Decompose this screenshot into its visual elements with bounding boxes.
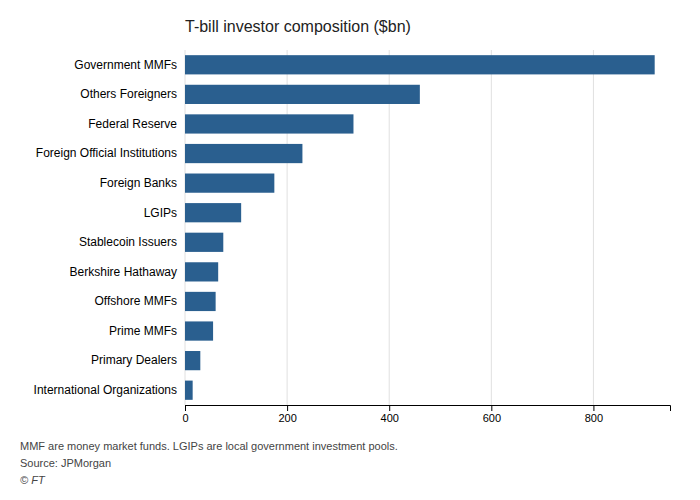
chart-container: 0 200 400 600 800 International Organizations… <box>0 0 700 500</box>
y-tick: Foreign Official Institutions <box>36 146 177 160</box>
grid <box>185 50 593 405</box>
y-tick: Foreign Banks <box>100 176 177 190</box>
y-tick: LGIPs <box>144 206 177 220</box>
bar <box>185 262 218 281</box>
chart-svg: 0 200 400 600 800 International Organizations… <box>0 0 700 500</box>
bar <box>185 381 193 400</box>
y-tick-label: Foreign Official Institutions <box>36 146 177 160</box>
x-tick-mark <box>185 405 186 411</box>
y-tick: Stablecoin Issuers <box>79 235 177 249</box>
y-tick-label: International Organizations <box>34 383 177 397</box>
x-tick-label: 600 <box>483 412 501 424</box>
x-tick: 400 <box>381 405 399 424</box>
x-tick: 0 <box>182 405 188 424</box>
x-axis-line <box>186 406 671 412</box>
y-tick-label: Federal Reserve <box>88 117 177 131</box>
bar <box>185 114 353 133</box>
y-axis: International Organizations Primary Deale… <box>34 58 178 397</box>
x-tick-mark <box>287 405 288 411</box>
bar <box>185 351 200 370</box>
x-tick: 600 <box>483 405 501 424</box>
y-tick: Offshore MMFs <box>95 294 177 308</box>
plot: 0 200 400 600 800 International Organizations… <box>34 50 671 424</box>
y-tick-label: Berkshire Hathaway <box>70 265 177 279</box>
bars <box>185 55 655 400</box>
bar <box>185 203 241 222</box>
bar <box>185 55 655 74</box>
y-tick: Others Foreigners <box>80 87 177 101</box>
footnote: © FT <box>20 474 46 486</box>
y-tick: International Organizations <box>34 383 177 397</box>
x-tick-label: 800 <box>585 412 603 424</box>
x-tick-mark <box>491 405 492 411</box>
y-tick-label: Others Foreigners <box>80 87 177 101</box>
bar <box>185 85 420 104</box>
x-tick: 200 <box>278 405 296 424</box>
bar <box>185 233 223 252</box>
bar <box>185 174 274 193</box>
x-tick-label: 0 <box>182 412 188 424</box>
title: T-bill investor composition ($bn) <box>185 18 411 35</box>
y-tick: Government MMFs <box>74 58 177 72</box>
y-tick: Primary Dealers <box>91 353 177 367</box>
footnote: MMF are money market funds. LGIPs are lo… <box>20 440 398 452</box>
bar <box>185 292 216 311</box>
y-tick: Berkshire Hathaway <box>70 265 177 279</box>
grid-line <box>491 50 492 405</box>
x-axis: 0 200 400 600 800 <box>182 405 670 424</box>
x-tick-mark <box>389 405 390 411</box>
footnote: Source: JPMorgan <box>20 457 111 469</box>
y-tick: Federal Reserve <box>88 117 177 131</box>
y-tick-label: Prime MMFs <box>109 324 177 338</box>
x-tick: 800 <box>585 405 603 424</box>
y-tick-label: Government MMFs <box>74 58 177 72</box>
y-tick-label: Offshore MMFs <box>95 294 177 308</box>
x-tick-mark <box>593 405 594 411</box>
bar <box>185 144 302 163</box>
grid-line <box>593 50 594 405</box>
footnotes: MMF are money market funds. LGIPs are lo… <box>20 440 398 486</box>
bar <box>185 321 213 340</box>
y-tick-label: Stablecoin Issuers <box>79 235 177 249</box>
y-tick-label: LGIPs <box>144 206 177 220</box>
y-tick: Prime MMFs <box>109 324 177 338</box>
x-tick-label: 400 <box>381 412 399 424</box>
x-tick-label: 200 <box>278 412 296 424</box>
y-tick-label: Foreign Banks <box>100 176 177 190</box>
y-tick-label: Primary Dealers <box>91 353 177 367</box>
